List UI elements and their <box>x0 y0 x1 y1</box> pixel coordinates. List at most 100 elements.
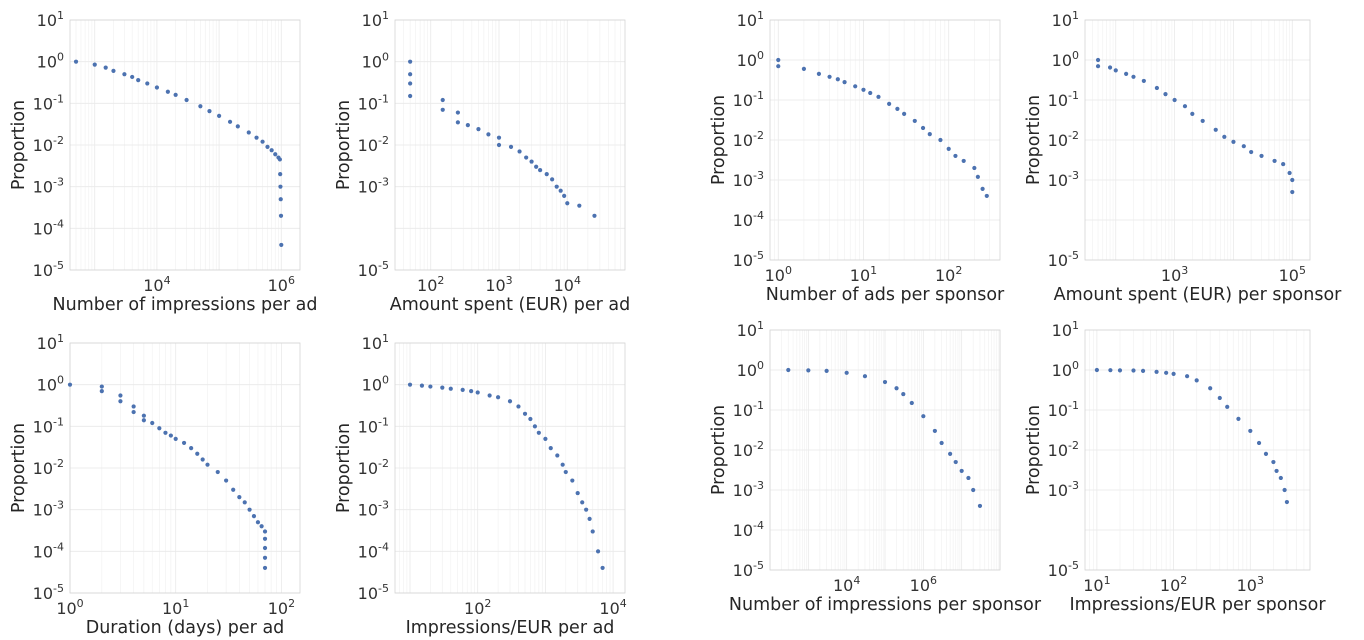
y-axis-label: Proportion <box>334 423 354 513</box>
x-axis-label: Duration (days) per ad <box>86 618 285 638</box>
data-point <box>563 469 568 475</box>
y-tick-label: 10-2 <box>733 439 764 460</box>
data-point <box>247 507 252 512</box>
data-point <box>486 132 491 137</box>
data-point <box>592 213 597 218</box>
y-tick-label: 10-5 <box>358 582 389 603</box>
data-point <box>469 389 474 394</box>
data-point <box>259 524 264 529</box>
data-point <box>1131 74 1136 79</box>
y-tick-label: 101 <box>362 332 389 353</box>
data-point <box>277 157 282 162</box>
data-point <box>1140 368 1146 373</box>
data-point <box>534 164 539 169</box>
data-point <box>565 201 570 206</box>
y-tick-label: 10-1 <box>733 89 764 110</box>
data-point <box>265 144 270 150</box>
data-point <box>584 507 589 512</box>
data-point <box>173 436 178 441</box>
data-point <box>279 242 284 248</box>
data-point <box>198 104 203 109</box>
data-point <box>154 85 160 90</box>
data-point <box>1271 459 1276 465</box>
data-point <box>524 155 529 160</box>
data-point <box>920 125 926 131</box>
data-point <box>440 385 445 390</box>
data-point <box>844 370 849 375</box>
data-point <box>181 440 187 446</box>
data-point <box>476 127 481 132</box>
data-point <box>487 393 492 398</box>
data-point <box>1217 395 1222 401</box>
x-tick-label: 101 <box>1083 574 1110 595</box>
data-point <box>577 203 582 208</box>
data-point <box>173 92 178 97</box>
data-point <box>111 68 116 74</box>
y-tick-label: 10-5 <box>733 559 764 580</box>
data-point <box>1163 92 1168 97</box>
data-point <box>195 451 200 456</box>
y-tick-label: 100 <box>1052 359 1079 380</box>
y-tick-label: 10-3 <box>358 176 389 197</box>
data-point <box>938 137 943 143</box>
data-point <box>73 59 79 64</box>
y-axis-label: Proportion <box>9 423 29 513</box>
data-point <box>1164 370 1169 375</box>
data-point <box>824 368 829 373</box>
data-point <box>977 503 983 509</box>
data-point <box>522 411 528 416</box>
data-point <box>816 71 822 76</box>
data-point <box>408 72 413 77</box>
y-tick-label: 10-5 <box>1048 559 1079 580</box>
data-point <box>861 87 866 92</box>
data-point <box>278 197 283 202</box>
data-point <box>130 74 135 80</box>
data-point <box>1117 368 1123 373</box>
x-axis-label: Number of impressions per ad <box>53 295 318 315</box>
y-tick-label: 100 <box>737 359 764 380</box>
data-point <box>408 59 413 64</box>
data-point <box>575 490 580 496</box>
data-point <box>103 65 108 70</box>
data-point <box>587 516 592 522</box>
data-point <box>959 468 964 474</box>
y-tick-label: 10-3 <box>1048 479 1079 500</box>
y-tick-label: 10-1 <box>33 415 64 436</box>
data-point <box>67 382 73 387</box>
x-tick-label: 103 <box>485 274 512 295</box>
data-point <box>1185 374 1190 379</box>
y-tick-label: 101 <box>37 9 64 30</box>
data-point <box>1194 378 1199 383</box>
data-point <box>600 565 605 571</box>
data-point <box>217 113 222 118</box>
data-point <box>558 188 563 193</box>
data-point <box>254 135 259 140</box>
y-tick-label: 10-3 <box>1048 169 1079 190</box>
x-axis-label: Amount spent (EUR) per ad <box>390 295 631 315</box>
data-point <box>1274 468 1279 474</box>
y-tick-label: 10-4 <box>33 540 64 561</box>
x-tick-label: 104 <box>599 597 626 618</box>
x-axis-label: Impressions/EUR per ad <box>406 618 615 638</box>
data-point <box>902 111 907 116</box>
x-tick-label: 104 <box>143 274 170 295</box>
data-point <box>528 416 533 422</box>
y-tick-label: 101 <box>737 9 764 30</box>
y-tick-label: 10-2 <box>33 457 64 478</box>
data-point <box>946 146 951 151</box>
data-point <box>99 389 104 394</box>
data-point <box>1284 499 1290 505</box>
data-point <box>136 78 141 83</box>
data-point <box>278 172 283 177</box>
data-point <box>580 500 585 505</box>
data-point <box>1095 57 1101 63</box>
x-tick-label: 103 <box>1161 264 1188 285</box>
x-tick-label: 104 <box>833 574 860 595</box>
data-point <box>939 440 944 446</box>
data-point <box>1272 158 1277 164</box>
data-point <box>932 428 937 434</box>
data-point <box>1222 134 1227 139</box>
y-tick-label: 10-4 <box>733 209 764 230</box>
